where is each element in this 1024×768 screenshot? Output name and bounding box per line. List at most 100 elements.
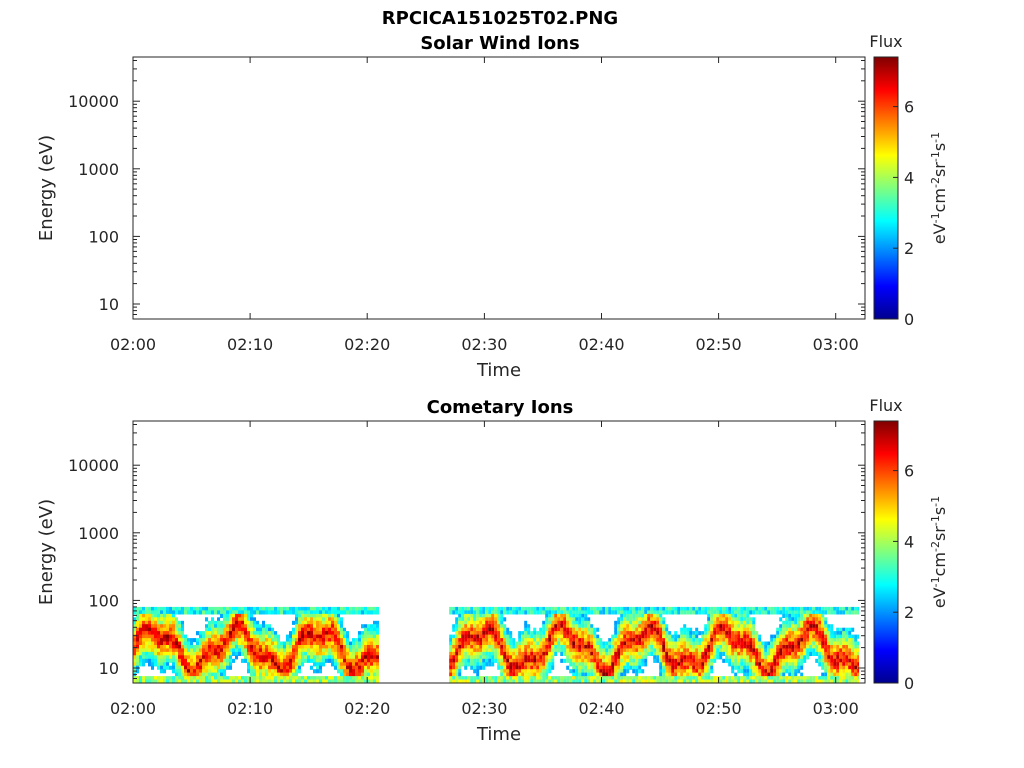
heatmap-cell — [217, 669, 220, 674]
heatmap-cell — [566, 631, 570, 636]
heatmap-cell — [289, 672, 292, 677]
heatmap-cell — [701, 658, 705, 663]
heatmap-cell — [842, 610, 846, 615]
heatmap-cell — [196, 631, 199, 636]
heatmap-cell — [680, 672, 684, 677]
heatmap-cell — [289, 669, 292, 674]
heatmap-cell — [581, 669, 585, 674]
heatmap-cell — [316, 617, 319, 622]
heatmap-cell — [184, 634, 187, 639]
heatmap-cell — [716, 620, 720, 625]
heatmap-cell — [854, 641, 858, 646]
heatmap-cell — [452, 662, 456, 667]
heatmap-cell — [214, 620, 217, 625]
heatmap-cell — [277, 645, 280, 650]
heatmap-cell — [701, 655, 705, 660]
heatmap-cell — [593, 631, 597, 636]
heatmap-cell — [325, 645, 328, 650]
heatmap-cell — [229, 624, 232, 629]
heatmap-cell — [376, 669, 379, 674]
heatmap-cell — [166, 606, 169, 611]
heatmap-cell — [809, 624, 813, 629]
heatmap-cell — [331, 638, 334, 643]
heatmap-cell — [707, 658, 711, 663]
heatmap-cell — [785, 638, 789, 643]
heatmap-cell — [178, 638, 181, 643]
heatmap-cell — [274, 638, 277, 643]
heatmap-cell — [364, 645, 367, 650]
heatmap-cell — [557, 617, 561, 622]
heatmap-cell — [313, 627, 316, 632]
heatmap-cell — [319, 613, 322, 618]
heatmap-cell — [304, 658, 307, 663]
y-tick-label: 100 — [88, 591, 119, 610]
heatmap-cell — [229, 645, 232, 650]
heatmap-cell — [632, 627, 636, 632]
heatmap-cell — [581, 648, 585, 653]
heatmap-cell — [851, 665, 855, 670]
heatmap-cell — [647, 627, 651, 632]
heatmap-cell — [160, 638, 163, 643]
heatmap-cell — [139, 624, 142, 629]
heatmap-cell — [229, 655, 232, 660]
heatmap-cell — [770, 662, 774, 667]
heatmap-cell — [160, 620, 163, 625]
heatmap-cell — [313, 679, 316, 684]
heatmap-cell — [226, 631, 229, 636]
heatmap-cell — [509, 648, 513, 653]
heatmap-cell — [749, 669, 753, 674]
heatmap-cell — [818, 634, 822, 639]
heatmap-cell — [779, 679, 783, 684]
x-tick-label: 02:40 — [578, 699, 624, 718]
heatmap-cell — [650, 651, 654, 656]
heatmap-cell — [304, 610, 307, 615]
heatmap-cell — [244, 655, 247, 660]
heatmap-cell — [250, 624, 253, 629]
heatmap-cell — [160, 634, 163, 639]
heatmap-cell — [367, 662, 370, 667]
heatmap-cell — [235, 613, 238, 618]
heatmap-cell — [707, 641, 711, 646]
heatmap-cell — [334, 655, 337, 660]
heatmap-cell — [650, 645, 654, 650]
heatmap-cell — [163, 610, 166, 615]
heatmap-cell — [620, 641, 624, 646]
heatmap-cell — [584, 638, 588, 643]
heatmap-cell — [464, 658, 468, 663]
heatmap-cell — [226, 638, 229, 643]
heatmap-cell — [536, 676, 540, 681]
heatmap-cell — [316, 638, 319, 643]
heatmap-cell — [277, 634, 280, 639]
heatmap-cell — [650, 648, 654, 653]
heatmap-cell — [352, 676, 355, 681]
heatmap-cell — [740, 610, 744, 615]
heatmap-cell — [292, 655, 295, 660]
heatmap-cell — [304, 624, 307, 629]
heatmap-cell — [599, 665, 603, 670]
heatmap-cell — [343, 610, 346, 615]
heatmap-cell — [298, 679, 301, 684]
heatmap-cell — [605, 648, 609, 653]
heatmap-cell — [812, 620, 816, 625]
heatmap-cell — [779, 624, 783, 629]
heatmap-cell — [569, 651, 573, 656]
heatmap-cell — [728, 658, 732, 663]
heatmap-cell — [623, 679, 627, 684]
heatmap-cell — [494, 648, 498, 653]
heatmap-cell — [449, 641, 453, 646]
heatmap-cell — [596, 662, 600, 667]
heatmap-cell — [776, 610, 780, 615]
heatmap-cell — [325, 634, 328, 639]
heatmap-cell — [635, 631, 639, 636]
heatmap-cell — [749, 672, 753, 677]
heatmap-cell — [626, 645, 630, 650]
heatmap-cell — [364, 638, 367, 643]
heatmap-cell — [316, 634, 319, 639]
heatmap-cell — [698, 679, 702, 684]
heatmap-cell — [608, 606, 612, 611]
heatmap-cell — [785, 676, 789, 681]
heatmap-cell — [587, 606, 591, 611]
heatmap-cell — [139, 606, 142, 611]
heatmap-cell — [455, 617, 459, 622]
heatmap-cell — [151, 641, 154, 646]
